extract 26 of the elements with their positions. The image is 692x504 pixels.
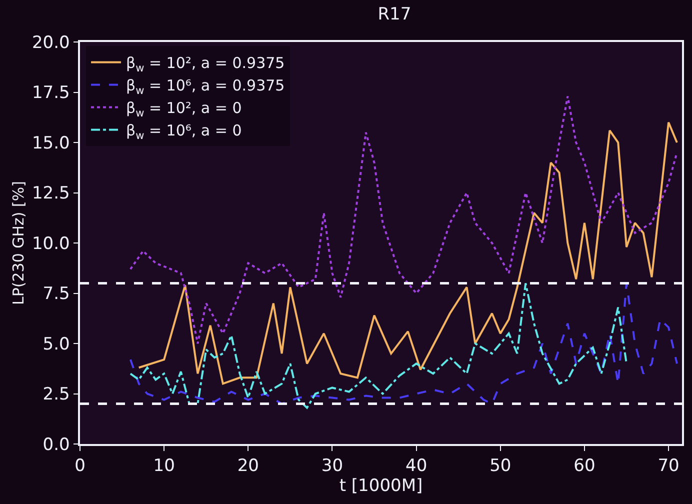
chart-title: R17 xyxy=(378,4,412,24)
x-tick-label: 0 xyxy=(74,456,86,476)
line-series xyxy=(138,121,678,385)
line-series xyxy=(129,95,678,344)
y-tick-label: 15.0 xyxy=(32,133,70,154)
legend-label: β$_{w}$ = 10⁶, a = 0.9375 xyxy=(126,76,285,97)
y-tick-label: 2.5 xyxy=(42,384,70,405)
y-tick-label: 20.0 xyxy=(32,32,70,53)
x-tick-label: 10 xyxy=(153,456,175,476)
legend-label: β$_{w}$ = 10², a = 0.9375 xyxy=(126,54,285,74)
x-axis-title: t [1000M] xyxy=(339,476,423,496)
y-tick-label: 0.0 xyxy=(42,434,70,455)
x-tick-label: 60 xyxy=(574,456,596,476)
y-tick-label: 7.5 xyxy=(42,284,70,304)
y-axis-title: LP(230 GHz) [%] xyxy=(10,180,28,306)
x-tick-label: 20 xyxy=(237,456,259,476)
legend-label: β$_{w}$ = 10⁶, a = 0 xyxy=(126,122,242,142)
y-tick-label: 17.5 xyxy=(32,83,70,104)
legend-label: β$_{w}$ = 10², a = 0 xyxy=(126,99,242,120)
x-tick-label: 30 xyxy=(321,456,344,476)
x-tick-label: 40 xyxy=(405,456,428,476)
y-tick-label: 10.0 xyxy=(32,234,70,254)
x-tick-label: 50 xyxy=(490,456,512,476)
x-tick-label: 70 xyxy=(658,456,680,476)
y-tick-label: 12.5 xyxy=(32,184,70,204)
y-tick-label: 5.0 xyxy=(42,334,70,354)
